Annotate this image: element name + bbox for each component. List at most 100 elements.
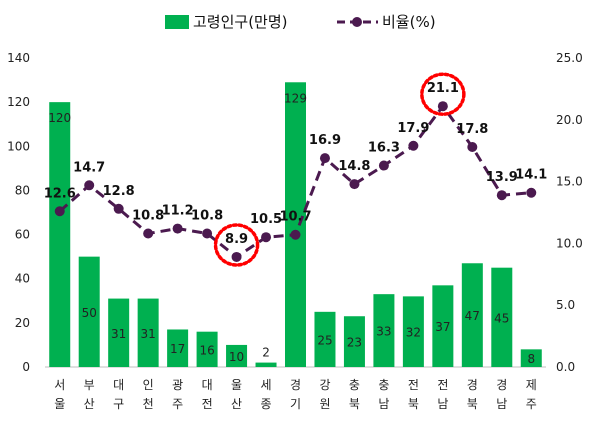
line-point — [496, 190, 507, 201]
bar — [432, 285, 454, 367]
bar-data-label: 16 — [199, 343, 214, 357]
right-axis-tick-label: 15.0 — [556, 175, 583, 189]
bar — [167, 329, 189, 367]
line-point — [467, 141, 478, 152]
line-data-label: 10.8 — [191, 209, 223, 224]
left-axis-tick-label: 40 — [15, 272, 30, 286]
x-tick-label-top: 강 — [319, 378, 330, 392]
line-data-label: 10.5 — [250, 212, 282, 227]
line-data-label: 16.3 — [368, 141, 400, 156]
bar-data-label: 37 — [435, 320, 450, 334]
x-tick-label-top: 전 — [408, 378, 419, 392]
x-tick-label-bottom: 주 — [526, 397, 537, 411]
x-tick-label-bottom: 산 — [84, 397, 95, 411]
x-tick-label-bottom: 남 — [496, 397, 507, 411]
right-axis-tick-label: 20.0 — [556, 113, 583, 127]
line-point — [231, 251, 242, 262]
left-axis-tick-label: 100 — [7, 139, 30, 153]
line-data-label: 12.6 — [44, 186, 76, 201]
line-point — [84, 180, 95, 191]
bar — [285, 82, 306, 368]
x-tick-label-bottom: 기 — [290, 397, 301, 411]
line-point — [261, 232, 272, 243]
x-tick-label-top: 경 — [290, 378, 301, 392]
left-axis-tick-label: 60 — [15, 228, 30, 242]
bar-data-label: 17 — [170, 342, 185, 356]
bar — [402, 296, 424, 367]
bar-data-label: 33 — [376, 325, 391, 339]
line-point — [113, 203, 124, 214]
x-tick-label-top: 대 — [113, 378, 124, 392]
right-axis: 0.0 5.0 10.0 15.0 20.0 25.0 — [556, 51, 583, 374]
bar-data-label: 31 — [141, 327, 156, 341]
line-point — [526, 187, 537, 198]
x-tick-label-top: 경 — [467, 378, 478, 392]
line-point — [378, 160, 389, 171]
left-axis-tick-label: 0 — [22, 360, 30, 374]
line-point — [143, 228, 154, 239]
bar-data-label: 23 — [347, 336, 362, 350]
x-tick-label-bottom: 북 — [349, 397, 360, 411]
x-tick-label-bottom: 남 — [437, 397, 448, 411]
left-axis-tick-label: 120 — [7, 95, 30, 109]
x-tick-label-bottom: 울 — [54, 397, 65, 411]
bar — [255, 362, 277, 367]
x-tick-label-bottom: 전 — [202, 397, 213, 411]
line-data-label: 10.8 — [132, 209, 164, 224]
bar-data-label: 120 — [48, 111, 71, 125]
x-tick-label-bottom: 산 — [231, 397, 242, 411]
bar-data-label: 2 — [262, 346, 270, 360]
x-tick-label-top: 울 — [231, 378, 242, 392]
x-tick-label-top: 충 — [349, 378, 360, 392]
bar-data-label: 10 — [229, 350, 244, 364]
line-data-labels: 12.614.712.810.811.210.88.910.510.716.91… — [44, 81, 548, 247]
line-point — [290, 229, 301, 240]
line-point — [319, 153, 330, 164]
bar-data-label: 45 — [494, 311, 509, 325]
bar — [520, 349, 542, 367]
legend-swatch-bar — [165, 15, 189, 29]
line-point — [408, 140, 419, 151]
line-data-label: 17.8 — [456, 122, 488, 137]
line-point — [349, 179, 360, 190]
x-tick-label-top: 충 — [378, 378, 389, 392]
right-axis-tick-label: 5.0 — [556, 298, 575, 312]
line-data-label: 12.8 — [103, 184, 135, 199]
x-tick-label-top: 서 — [54, 378, 65, 392]
x-tick-label-top: 세 — [261, 378, 272, 392]
line-series — [54, 101, 537, 262]
x-tick-label-top: 인 — [143, 378, 154, 392]
legend-label-bar: 고령인구(만명) — [193, 13, 288, 31]
highlight-circle — [420, 72, 466, 116]
bar — [49, 102, 71, 368]
line-point — [202, 228, 213, 239]
legend-swatch-marker — [352, 17, 362, 27]
bar — [196, 331, 218, 367]
highlight-circle — [213, 223, 260, 267]
x-tick-label-bottom: 천 — [143, 396, 154, 411]
line-data-label: 11.2 — [162, 204, 194, 219]
bar — [78, 256, 100, 367]
bar — [137, 298, 159, 367]
bar — [226, 344, 248, 367]
bar — [314, 311, 336, 367]
line-data-label: 17.9 — [397, 121, 429, 136]
x-tick-label-top: 대 — [202, 378, 213, 392]
left-axis-tick-label: 140 — [7, 51, 30, 65]
line-data-label: 16.9 — [309, 133, 341, 148]
x-tick-label-top: 제 — [526, 378, 537, 392]
left-axis-tick-label: 20 — [15, 316, 30, 330]
line-data-label: 8.9 — [225, 232, 248, 247]
bar-data-label: 25 — [317, 333, 332, 347]
bar-data-label: 8 — [527, 352, 535, 366]
bar — [461, 263, 483, 367]
line-data-label: 13.9 — [486, 170, 518, 185]
x-tick-label-bottom: 북 — [467, 397, 478, 411]
bar — [343, 316, 365, 367]
bar-data-label: 47 — [465, 309, 480, 323]
line-data-label: 14.7 — [73, 160, 105, 175]
right-axis-tick-label: 25.0 — [556, 51, 583, 65]
x-tick-label-top: 경 — [496, 378, 507, 392]
